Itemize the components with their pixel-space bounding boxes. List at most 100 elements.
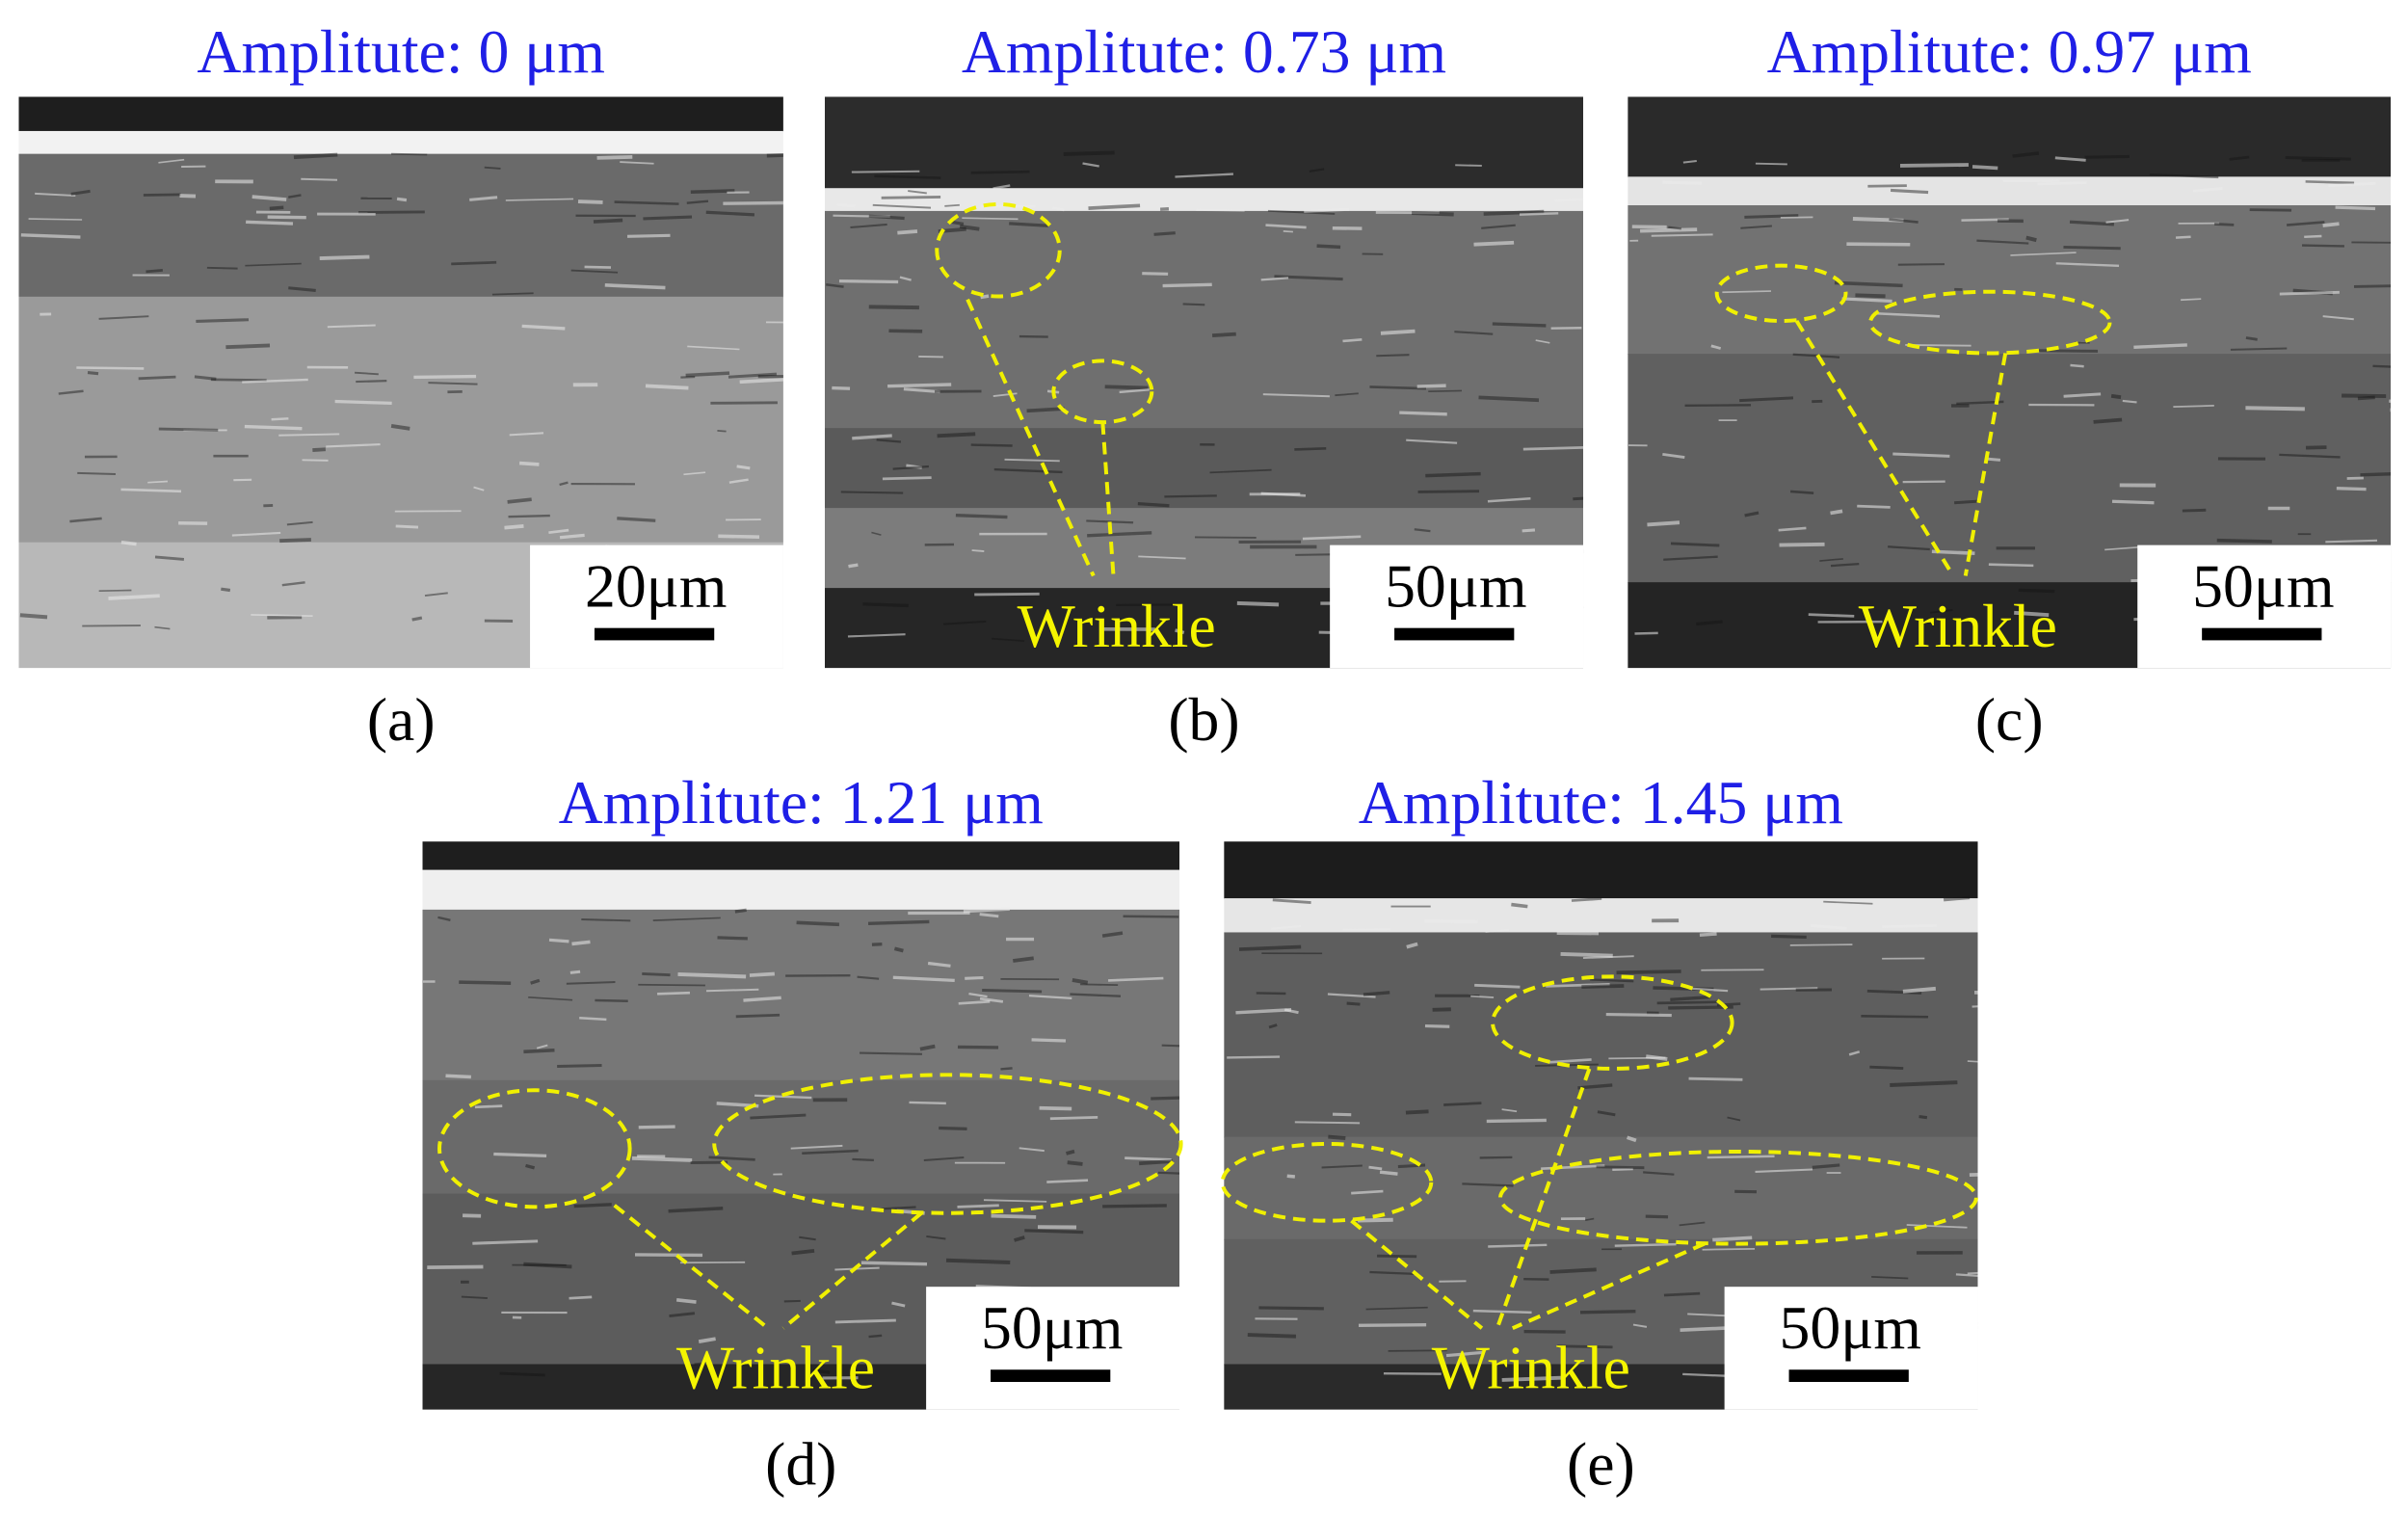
texture — [1478, 395, 1540, 403]
texture — [1744, 511, 1760, 518]
texture — [868, 1334, 883, 1339]
panel: Amplitute: 0.97 μm (c) 50μm Wrinkle — [1627, 17, 2392, 754]
panel-caption: (e) — [1567, 1430, 1635, 1499]
panel-title: Amplitute: 0.73 μm — [962, 17, 1446, 86]
texture — [652, 916, 721, 921]
texture — [1855, 293, 1886, 299]
texture — [1967, 1271, 1978, 1275]
wrinkle-ellipse — [1714, 263, 1848, 323]
texture — [1597, 1110, 1616, 1117]
texture — [1304, 207, 1350, 213]
texture — [1019, 1147, 1045, 1153]
texture — [2287, 221, 2325, 226]
texture — [463, 1213, 482, 1218]
texture — [887, 383, 952, 388]
texture — [2110, 393, 2122, 400]
texture — [1670, 995, 1711, 1001]
texture — [528, 996, 573, 1001]
image-band — [422, 1079, 1180, 1195]
texture — [992, 637, 1025, 642]
texture — [897, 229, 918, 235]
texture — [1066, 1149, 1075, 1155]
texture — [857, 975, 880, 980]
texture — [1869, 1065, 1904, 1070]
texture — [1969, 1173, 1978, 1178]
image-band — [824, 188, 1584, 212]
texture — [1808, 613, 1855, 618]
texture — [2342, 393, 2387, 398]
scale-bar — [594, 627, 715, 641]
texture — [147, 480, 168, 484]
texture — [1582, 955, 1634, 959]
texture — [617, 517, 656, 522]
image-band — [1627, 354, 2392, 583]
texture — [790, 1144, 843, 1150]
texture — [1125, 1156, 1172, 1161]
texture — [1663, 1291, 1701, 1297]
scale-label: 50μm — [1780, 1293, 1921, 1362]
texture — [1778, 526, 1807, 532]
texture — [892, 465, 929, 470]
scale-box — [1724, 1287, 1978, 1410]
texture — [851, 170, 920, 173]
texture — [836, 202, 856, 208]
texture — [286, 520, 313, 526]
texture — [687, 345, 740, 351]
texture — [2229, 155, 2250, 161]
texture — [645, 384, 689, 390]
texture — [2357, 395, 2375, 401]
texture — [1684, 404, 1752, 407]
texture — [493, 1152, 547, 1158]
texture — [871, 531, 882, 536]
texture — [1455, 164, 1482, 167]
texture — [2018, 588, 2055, 594]
texture — [221, 587, 231, 593]
texture — [903, 387, 940, 394]
texture — [677, 971, 747, 979]
texture — [2302, 244, 2344, 248]
texture — [571, 940, 591, 946]
texture — [2037, 181, 2087, 186]
texture — [1882, 924, 1937, 928]
texture — [2012, 151, 2040, 158]
texture — [469, 196, 498, 201]
texture — [1406, 438, 1458, 444]
image-band — [18, 296, 783, 544]
texture — [2036, 349, 2099, 353]
texture — [1707, 1155, 1775, 1159]
texture — [1397, 1163, 1426, 1169]
texture — [2216, 538, 2272, 544]
texture — [2325, 539, 2378, 544]
texture — [1267, 209, 1336, 215]
texture — [982, 989, 1043, 994]
texture — [686, 199, 709, 204]
image-band — [1224, 932, 1978, 1138]
texture — [1554, 198, 1584, 202]
texture — [251, 614, 313, 618]
wrinkle-pointer — [1100, 422, 1116, 576]
texture — [2285, 155, 2351, 161]
texture — [723, 200, 783, 205]
texture — [1485, 929, 1509, 933]
texture — [1571, 897, 1602, 902]
texture — [1488, 1243, 1548, 1248]
texture — [1662, 180, 1703, 185]
texture — [1479, 1155, 1513, 1159]
texture — [2389, 399, 2392, 403]
texture — [120, 488, 182, 493]
texture — [395, 524, 419, 529]
texture — [1739, 396, 1794, 403]
texture — [1316, 244, 1341, 250]
texture — [411, 616, 423, 622]
texture — [1755, 1168, 1813, 1173]
texture — [1560, 951, 1613, 958]
texture — [559, 481, 569, 487]
texture — [1067, 1160, 1083, 1166]
panel-caption: (b) — [1168, 685, 1239, 754]
scale-bar — [1394, 627, 1515, 641]
texture — [1000, 1067, 1013, 1071]
texture — [1405, 1109, 1429, 1115]
texture — [1247, 1333, 1297, 1339]
panel-title: Amplitute: 0 μm — [197, 17, 605, 86]
texture — [70, 189, 91, 196]
